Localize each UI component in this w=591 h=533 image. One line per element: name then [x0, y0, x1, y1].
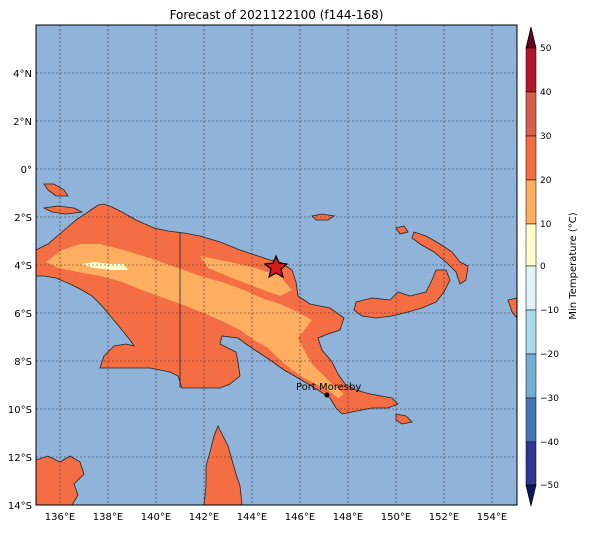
- colorbar-seg: [525, 135, 537, 181]
- colorbar-seg: [525, 397, 537, 443]
- cool-band: [46, 244, 344, 398]
- lat-tick: 12°S: [8, 453, 32, 464]
- lat-tick: 8°S: [14, 357, 32, 368]
- lon-tick: 140°E: [141, 512, 171, 523]
- cold-patch: [82, 262, 128, 270]
- colorbar-seg: [525, 91, 537, 137]
- colorbar-tick: 50: [540, 44, 552, 54]
- map-title: Forecast of 2021122100 (f144-168): [169, 8, 384, 22]
- graticule: [36, 25, 517, 505]
- colorbar-seg: [525, 265, 537, 311]
- colorbar-tick: 0: [540, 262, 546, 272]
- west-islet-2: [42, 205, 84, 215]
- colorbar-bottom-arrow: [525, 484, 537, 507]
- colorbar-top-arrow: [525, 26, 537, 49]
- lat-tick: 10°S: [8, 405, 32, 416]
- map-frame: [35, 24, 518, 506]
- lat-axis: 4°N 2°N 0° 2°S 4°S 6°S 8°S 10°S 12°S 14°…: [8, 69, 32, 512]
- islet-ne: [395, 225, 409, 235]
- manus-island: [311, 213, 336, 221]
- star-icon: [263, 254, 289, 279]
- colorbar-seg: [525, 179, 537, 225]
- city-label: Port Moresby: [296, 382, 361, 393]
- new-ireland-island: [411, 231, 469, 285]
- colorbar-tick: 40: [540, 88, 552, 98]
- colorbar-label: Min Temperature (°C): [568, 212, 579, 319]
- cape-york: [203, 425, 243, 506]
- lat-tick: 0°: [21, 165, 32, 176]
- colorbar-tick: 20: [540, 176, 552, 186]
- lat-tick: 14°S: [8, 501, 32, 512]
- colorbar-seg: [525, 309, 537, 355]
- city-dot: [324, 392, 330, 398]
- lon-tick: 146°E: [285, 512, 315, 523]
- colorbar-tick: −10: [540, 306, 559, 316]
- colorbar: [525, 26, 537, 507]
- colorbar-tick: −50: [540, 481, 559, 491]
- lon-tick: 148°E: [333, 512, 363, 523]
- lat-tick: 4°N: [13, 69, 32, 80]
- lon-tick: 144°E: [237, 512, 267, 523]
- lon-tick: 136°E: [45, 512, 75, 523]
- lon-tick: 152°E: [429, 512, 459, 523]
- west-islet-1: [43, 183, 69, 197]
- lon-tick: 150°E: [381, 512, 411, 523]
- colorbar-seg: [525, 47, 537, 93]
- lat-tick: 4°S: [14, 261, 32, 272]
- colorbar-tick: 30: [540, 132, 552, 142]
- lat-tick: 2°S: [14, 213, 32, 224]
- colorbar-tick: 10: [540, 220, 552, 230]
- lon-axis: 136°E 138°E 140°E 142°E 144°E 146°E 148°…: [45, 512, 507, 523]
- colorbar-seg: [525, 223, 537, 267]
- colorbar-tick: −20: [540, 350, 559, 360]
- lon-tick: 154°E: [477, 512, 507, 523]
- colorbar-seg: [525, 441, 537, 486]
- colorbar-tick: −40: [540, 438, 559, 448]
- new-britain-island: [353, 269, 451, 319]
- lon-tick: 142°E: [189, 512, 219, 523]
- colorbar-ticks: 50 40 30 20 10 0 −10 −20 −30 −40 −50: [540, 44, 559, 491]
- colorbar-tick: −30: [540, 394, 559, 404]
- colorbar-seg: [525, 353, 537, 399]
- lon-tick: 138°E: [93, 512, 123, 523]
- lat-tick: 6°S: [14, 309, 32, 320]
- land-masses: [35, 183, 518, 506]
- lat-tick: 2°N: [13, 117, 32, 128]
- north-ridge-band: [200, 256, 292, 296]
